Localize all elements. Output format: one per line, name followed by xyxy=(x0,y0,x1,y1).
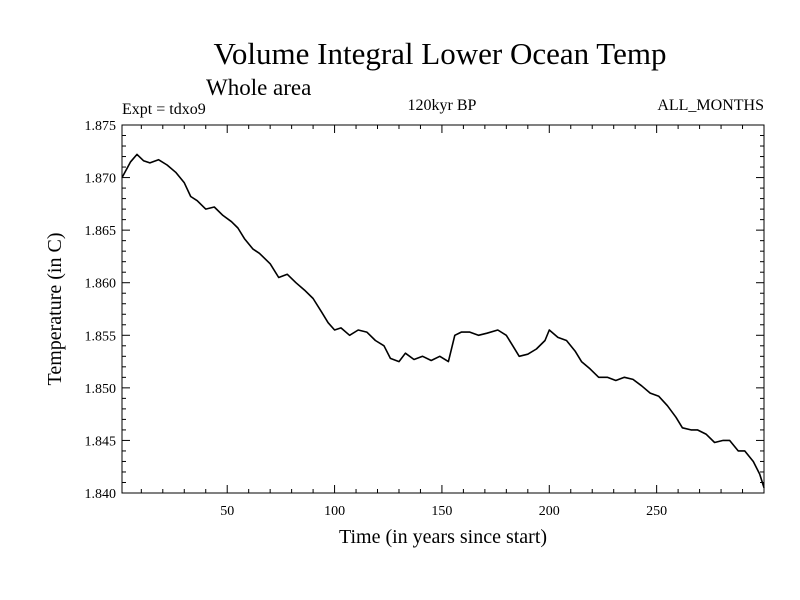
y-tick-label: 1.860 xyxy=(85,277,117,292)
y-axis-ticks xyxy=(122,124,764,494)
y-tick-label: 1.870 xyxy=(85,172,117,187)
x-tick-label: 200 xyxy=(539,504,560,519)
x-tick-label: 250 xyxy=(646,504,667,519)
period-label: 120kyr BP xyxy=(408,97,477,114)
y-tick-label: 1.865 xyxy=(85,224,117,239)
x-tick-label: 50 xyxy=(220,504,234,519)
chart-title: Volume Integral Lower Ocean Temp xyxy=(214,36,667,71)
y-axis-label: Temperature (in C) xyxy=(44,233,66,386)
y-tick-label: 1.840 xyxy=(85,487,117,502)
x-axis-ticks xyxy=(140,125,744,493)
months-label: ALL_MONTHS xyxy=(657,97,764,114)
series-layer xyxy=(121,153,765,488)
x-axis-label: Time (in years since start) xyxy=(339,526,547,548)
chart-subtitle: Whole area xyxy=(206,75,311,100)
experiment-label: Expt = tdxo9 xyxy=(122,101,206,118)
x-axis-tick-labels: 50 100 150 200 250 xyxy=(220,504,667,519)
y-axis-tick-labels: 1.840 1.845 1.850 1.855 1.860 1.865 1.870 1.875 xyxy=(85,119,117,502)
x-tick-label: 100 xyxy=(324,504,345,519)
y-tick-label: 1.875 xyxy=(85,119,117,134)
y-tick-label: 1.855 xyxy=(85,329,117,344)
y-tick-label: 1.850 xyxy=(85,382,117,397)
series-line xyxy=(121,153,765,488)
plot-frame xyxy=(121,124,765,494)
x-tick-label: 150 xyxy=(431,504,452,519)
y-tick-label: 1.845 xyxy=(85,434,117,449)
